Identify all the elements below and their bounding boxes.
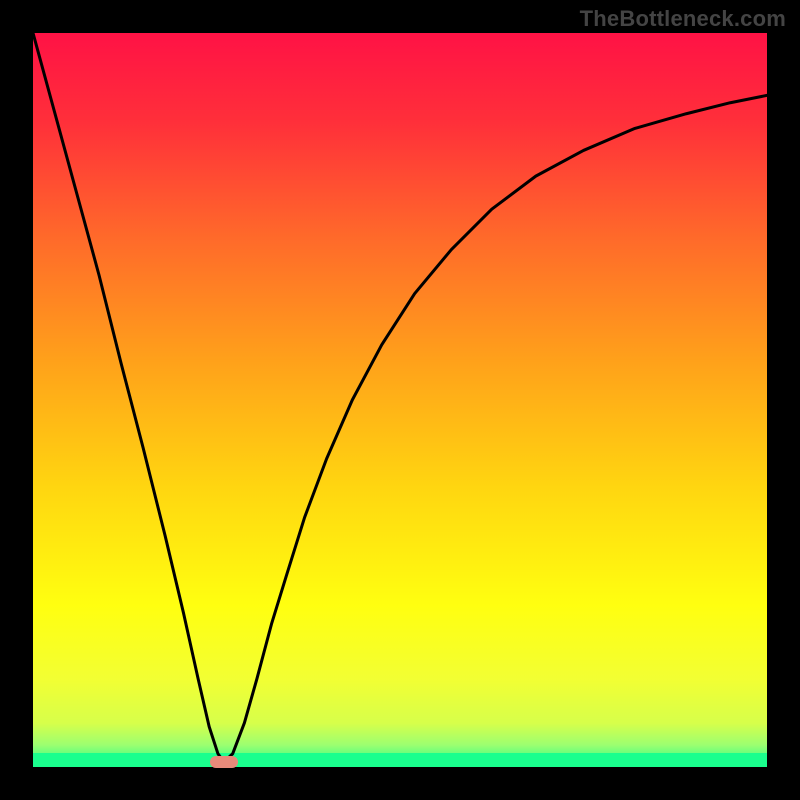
chart-container: TheBottleneck.com xyxy=(0,0,800,800)
curve-path xyxy=(33,33,767,762)
watermark-text: TheBottleneck.com xyxy=(580,6,786,32)
plot-area xyxy=(33,33,767,767)
optimal-point-marker xyxy=(210,756,238,768)
bottleneck-curve xyxy=(33,33,767,767)
